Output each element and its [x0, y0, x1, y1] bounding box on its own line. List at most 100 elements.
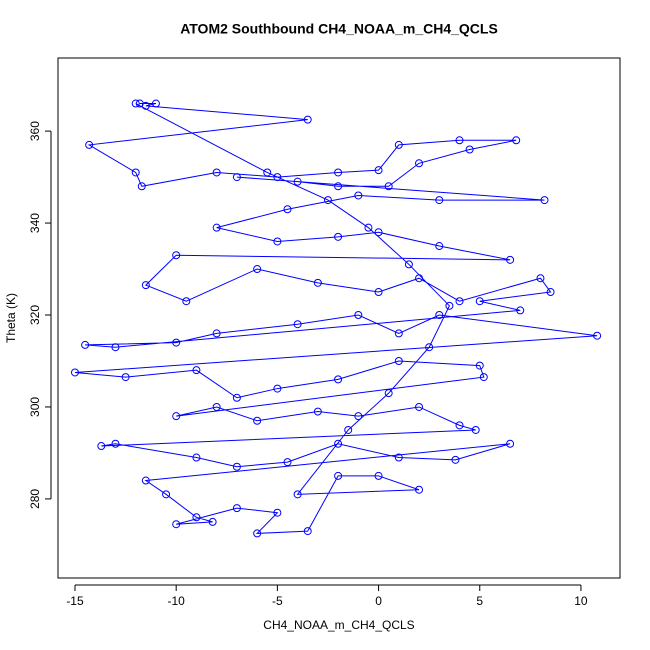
data-point — [593, 331, 602, 340]
data-point — [151, 99, 160, 108]
data-point — [232, 504, 241, 513]
data-point — [425, 343, 434, 352]
data-point — [172, 338, 181, 347]
data-point — [451, 455, 460, 464]
data-point — [479, 373, 488, 382]
data-point — [475, 361, 484, 370]
data-point — [394, 453, 403, 462]
data-point — [131, 168, 140, 177]
data-point — [212, 168, 221, 177]
data-point — [374, 228, 383, 237]
x-tick-label: -5 — [272, 594, 283, 608]
data-point — [334, 375, 343, 384]
y-tick-label: 360 — [28, 121, 42, 141]
y-tick-label: 340 — [28, 213, 42, 233]
data-point — [212, 329, 221, 338]
y-tick-label: 280 — [28, 489, 42, 509]
x-tick-label: -15 — [66, 594, 84, 608]
data-point — [394, 329, 403, 338]
x-tick-label: 0 — [375, 594, 382, 608]
data-point — [283, 205, 292, 214]
data-point — [182, 297, 191, 306]
data-point — [141, 281, 150, 290]
data-point — [354, 412, 363, 421]
data-point — [394, 356, 403, 365]
data-point — [354, 191, 363, 200]
x-tick-label: -10 — [168, 594, 186, 608]
y-tick-label: 320 — [28, 305, 42, 325]
data-point — [192, 513, 201, 522]
data-point — [435, 196, 444, 205]
y-axis-label: Theta (K) — [4, 293, 18, 343]
data-point — [97, 442, 106, 451]
data-point — [253, 529, 262, 538]
data-point — [415, 274, 424, 283]
data-point — [516, 306, 525, 315]
data-point — [273, 237, 282, 246]
data-point — [334, 168, 343, 177]
data-point — [253, 265, 262, 274]
data-point — [455, 421, 464, 430]
data-point — [121, 373, 130, 382]
data-point — [253, 416, 262, 425]
data-point — [334, 182, 343, 191]
x-tick-label: 5 — [476, 594, 483, 608]
data-point — [273, 384, 282, 393]
data-point — [293, 177, 302, 186]
data-point — [415, 402, 424, 411]
data-point — [455, 297, 464, 306]
data-point — [313, 407, 322, 416]
data-point — [303, 527, 312, 536]
data-point — [374, 288, 383, 297]
data-point — [232, 393, 241, 402]
data-point — [435, 311, 444, 320]
data-point — [475, 297, 484, 306]
data-point — [334, 232, 343, 241]
data-point — [293, 320, 302, 329]
data-point — [415, 159, 424, 168]
data-point — [232, 462, 241, 471]
data-point — [303, 115, 312, 124]
data-point — [465, 145, 474, 154]
data-point — [131, 99, 140, 108]
data-point — [546, 288, 555, 297]
data-point — [374, 166, 383, 175]
data-point — [192, 366, 201, 375]
data-point — [137, 182, 146, 191]
data-point — [85, 140, 94, 149]
data-point — [192, 453, 201, 462]
plot-frame — [57, 57, 621, 579]
data-point — [70, 368, 79, 377]
data-point — [283, 458, 292, 467]
chart-title: ATOM2 Southbound CH4_NOAA_m_CH4_QCLS — [180, 21, 498, 37]
data-point — [384, 389, 393, 398]
data-point — [141, 101, 150, 110]
data-point — [344, 425, 353, 434]
data-point — [374, 471, 383, 480]
data-point — [455, 136, 464, 145]
data-point — [273, 173, 282, 182]
data-point — [334, 439, 343, 448]
data-point — [313, 278, 322, 287]
data-point — [354, 311, 363, 320]
data-point — [172, 520, 181, 529]
data-point — [364, 223, 373, 232]
data-point — [506, 255, 515, 264]
x-axis-label: CH4_NOAA_m_CH4_QCLS — [263, 618, 414, 632]
data-point — [111, 439, 120, 448]
data-point — [172, 412, 181, 421]
data-point — [404, 260, 413, 269]
data-point — [81, 340, 90, 349]
data-point — [323, 196, 332, 205]
data-point — [162, 490, 171, 499]
y-tick-label: 300 — [28, 397, 42, 417]
data-point — [172, 251, 181, 260]
data-point — [415, 485, 424, 494]
data-point — [471, 425, 480, 434]
data-point — [512, 136, 521, 145]
data-point — [435, 242, 444, 251]
data-point — [232, 173, 241, 182]
data-point — [506, 439, 515, 448]
data-point — [212, 402, 221, 411]
